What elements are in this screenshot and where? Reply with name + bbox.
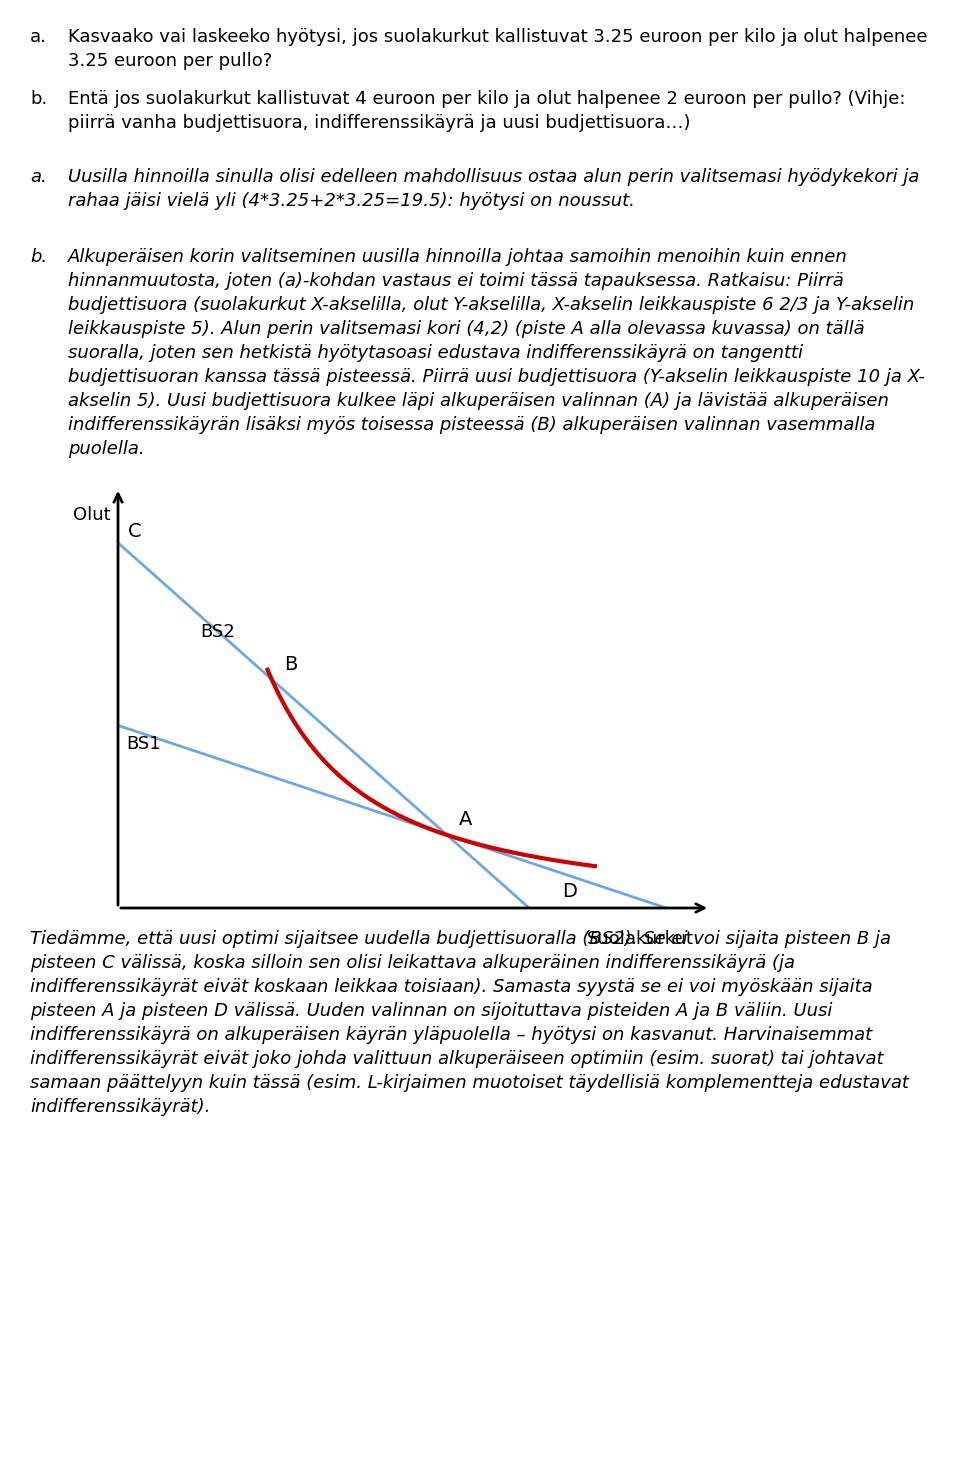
- Text: A: A: [459, 810, 472, 830]
- Text: budjettisuoran kanssa tässä pisteessä. Piirrä uusi budjettisuora (Y-akselin leik: budjettisuoran kanssa tässä pisteessä. P…: [68, 368, 924, 387]
- Text: piirrä vanha budjettisuora, indifferenssikäyrä ja uusi budjettisuora…): piirrä vanha budjettisuora, indifferenss…: [68, 114, 690, 131]
- Text: BS1: BS1: [126, 735, 161, 753]
- Text: indifferenssikäyrän lisäksi myös toisessa pisteessä (B) alkuperäisen valinnan va: indifferenssikäyrän lisäksi myös toisess…: [68, 416, 876, 434]
- Text: pisteen C välissä, koska silloin sen olisi leikattava alkuperäinen indifferenssi: pisteen C välissä, koska silloin sen oli…: [30, 953, 795, 973]
- Text: indifferenssikäyrät eivät joko johda valittuun alkuperäiseen optimiin (esim. suo: indifferenssikäyrät eivät joko johda val…: [30, 1049, 883, 1069]
- Text: akselin 5). Uusi budjettisuora kulkee läpi alkuperäisen valinnan (A) ja lävistää: akselin 5). Uusi budjettisuora kulkee lä…: [68, 393, 889, 410]
- Text: rahaa jäisi vielä yli (4*3.25+2*3.25=19.5): hyötysi on noussut.: rahaa jäisi vielä yli (4*3.25+2*3.25=19.…: [68, 192, 635, 210]
- Text: samaan päättelyyn kuin tässä (esim. L-kirjaimen muotoiset täydellisiä komplement: samaan päättelyyn kuin tässä (esim. L-ki…: [30, 1075, 909, 1092]
- Text: indifferenssikäyrä on alkuperäisen käyrän yläpuolella – hyötysi on kasvanut. Har: indifferenssikäyrä on alkuperäisen käyrä…: [30, 1026, 872, 1044]
- Text: puolella.: puolella.: [68, 440, 145, 458]
- Text: Tiedämme, että uusi optimi sijaitsee uudella budjettisuoralla (BS2). Se ei voi s: Tiedämme, että uusi optimi sijaitsee uud…: [30, 930, 891, 948]
- Text: indifferenssikäyrät eivät koskaan leikkaa toisiaan). Samasta syystä se ei voi my: indifferenssikäyrät eivät koskaan leikka…: [30, 979, 873, 996]
- Text: B: B: [284, 655, 298, 675]
- Text: hinnanmuutosta, joten (a)-kohdan vastaus ei toimi tässä tapauksessa. Ratkaisu: P: hinnanmuutosta, joten (a)-kohdan vastaus…: [68, 272, 844, 289]
- Text: Suolakurkut: Suolakurkut: [587, 930, 693, 948]
- Text: BS2: BS2: [201, 623, 235, 641]
- Text: pisteen A ja pisteen D välissä. Uuden valinnan on sijoituttava pisteiden A ja B : pisteen A ja pisteen D välissä. Uuden va…: [30, 1002, 832, 1020]
- Text: C: C: [128, 523, 141, 542]
- Text: a.: a.: [30, 168, 47, 186]
- Text: b.: b.: [30, 248, 47, 266]
- Text: Kasvaako vai laskeeko hyötysi, jos suolakurkut kallistuvat 3.25 euroon per kilo : Kasvaako vai laskeeko hyötysi, jos suola…: [68, 28, 927, 46]
- Text: leikkauspiste 5). Alun perin valitsemasi kori (4,2) (piste A alla olevassa kuvas: leikkauspiste 5). Alun perin valitsemasi…: [68, 320, 865, 338]
- Text: b.: b.: [30, 90, 47, 108]
- Text: budjettisuora (suolakurkut X-akselilla, olut Y-akselilla, X-akselin leikkauspist: budjettisuora (suolakurkut X-akselilla, …: [68, 297, 914, 314]
- Text: a.: a.: [30, 28, 47, 46]
- Text: D: D: [562, 881, 577, 900]
- Text: Olut: Olut: [73, 506, 110, 524]
- Text: indifferenssikäyrät).: indifferenssikäyrät).: [30, 1098, 210, 1116]
- Text: Uusilla hinnoilla sinulla olisi edelleen mahdollisuus ostaa alun perin valitsema: Uusilla hinnoilla sinulla olisi edelleen…: [68, 168, 920, 186]
- Text: Entä jos suolakurkut kallistuvat 4 euroon per kilo ja olut halpenee 2 euroon per: Entä jos suolakurkut kallistuvat 4 euroo…: [68, 90, 905, 108]
- Text: Alkuperäisen korin valitseminen uusilla hinnoilla johtaa samoihin menoihin kuin : Alkuperäisen korin valitseminen uusilla …: [68, 248, 848, 266]
- Text: 3.25 euroon per pullo?: 3.25 euroon per pullo?: [68, 52, 273, 69]
- Text: suoralla, joten sen hetkistä hyötytasoasi edustava indifferenssikäyrä on tangent: suoralla, joten sen hetkistä hyötytasoas…: [68, 344, 803, 362]
